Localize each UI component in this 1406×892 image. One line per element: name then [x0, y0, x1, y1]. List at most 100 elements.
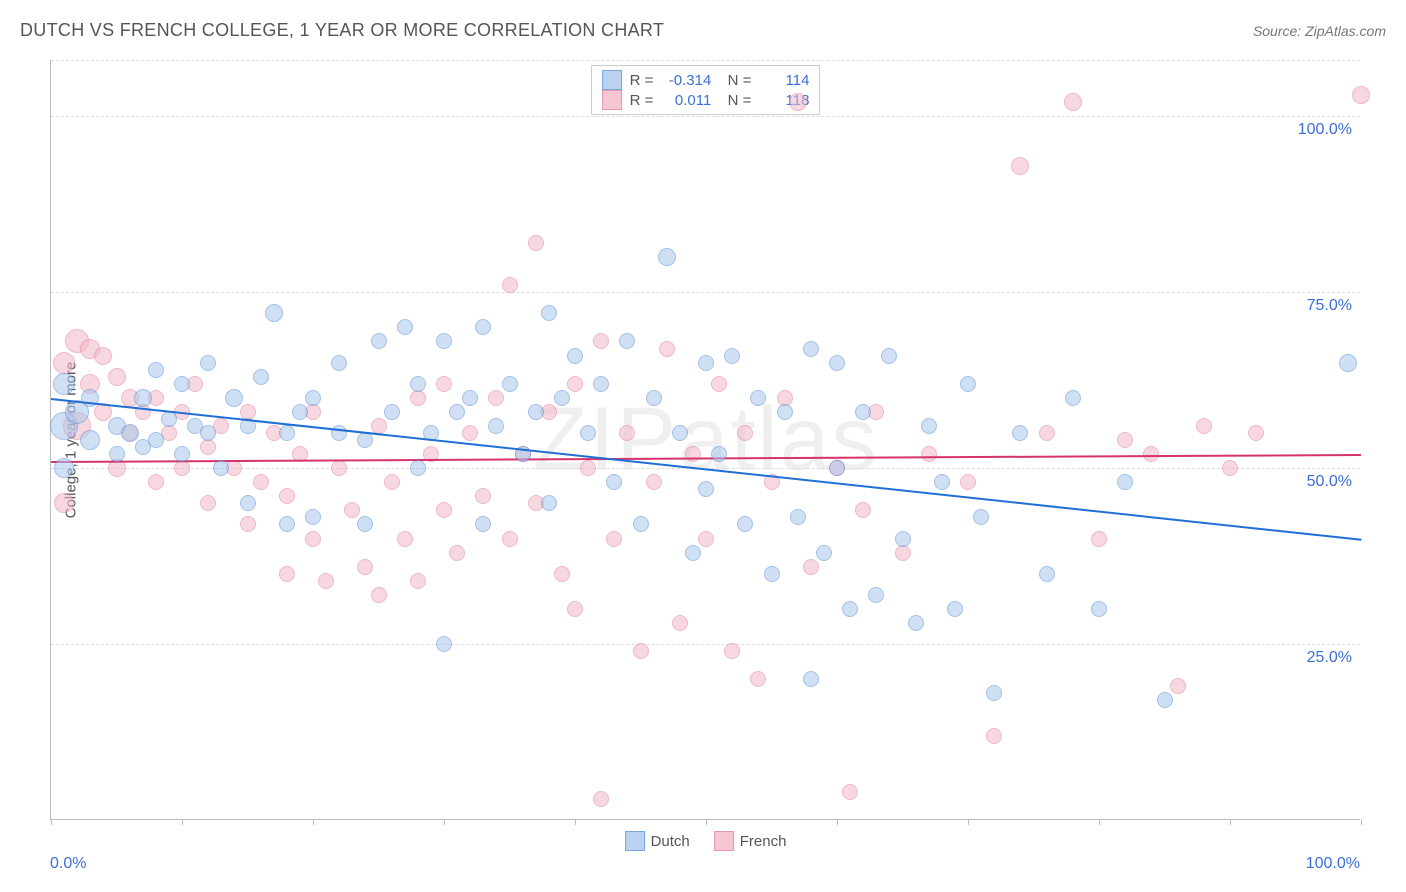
data-point-french[interactable] — [200, 495, 216, 511]
data-point-french[interactable] — [895, 545, 911, 561]
data-point-dutch[interactable] — [868, 587, 884, 603]
data-point-dutch[interactable] — [698, 481, 714, 497]
data-point-dutch[interactable] — [1157, 692, 1173, 708]
data-point-dutch[interactable] — [829, 355, 845, 371]
data-point-french[interactable] — [53, 352, 75, 374]
data-point-french[interactable] — [960, 474, 976, 490]
data-point-dutch[interactable] — [658, 248, 676, 266]
data-point-french[interactable] — [371, 587, 387, 603]
data-point-dutch[interactable] — [724, 348, 740, 364]
data-point-dutch[interactable] — [1065, 390, 1081, 406]
data-point-dutch[interactable] — [881, 348, 897, 364]
data-point-french[interactable] — [580, 460, 596, 476]
legend-item-french[interactable]: French — [714, 831, 787, 851]
data-point-french[interactable] — [200, 439, 216, 455]
data-point-dutch[interactable] — [502, 376, 518, 392]
data-point-dutch[interactable] — [567, 348, 583, 364]
data-point-dutch[interactable] — [750, 390, 766, 406]
data-point-french[interactable] — [1196, 418, 1212, 434]
data-point-french[interactable] — [921, 446, 937, 462]
data-point-dutch[interactable] — [436, 636, 452, 652]
data-point-french[interactable] — [488, 390, 504, 406]
data-point-dutch[interactable] — [253, 369, 269, 385]
data-point-french[interactable] — [986, 728, 1002, 744]
data-point-dutch[interactable] — [462, 390, 478, 406]
data-point-french[interactable] — [633, 643, 649, 659]
data-point-dutch[interactable] — [200, 425, 216, 441]
data-point-dutch[interactable] — [803, 341, 819, 357]
data-point-french[interactable] — [174, 460, 190, 476]
data-point-dutch[interactable] — [777, 404, 793, 420]
data-point-french[interactable] — [462, 425, 478, 441]
data-point-dutch[interactable] — [593, 376, 609, 392]
data-point-french[interactable] — [528, 235, 544, 251]
data-point-dutch[interactable] — [554, 390, 570, 406]
data-point-french[interactable] — [305, 531, 321, 547]
data-point-dutch[interactable] — [606, 474, 622, 490]
data-point-french[interactable] — [1064, 93, 1082, 111]
data-point-dutch[interactable] — [225, 389, 243, 407]
data-point-dutch[interactable] — [331, 425, 347, 441]
data-point-french[interactable] — [344, 502, 360, 518]
data-point-dutch[interactable] — [1012, 425, 1028, 441]
data-point-dutch[interactable] — [947, 601, 963, 617]
data-point-dutch[interactable] — [371, 333, 387, 349]
data-point-french[interactable] — [672, 615, 688, 631]
data-point-french[interactable] — [711, 376, 727, 392]
data-point-dutch[interactable] — [960, 376, 976, 392]
data-point-dutch[interactable] — [292, 404, 308, 420]
data-point-dutch[interactable] — [305, 509, 321, 525]
data-point-dutch[interactable] — [1339, 354, 1357, 372]
data-point-dutch[interactable] — [54, 458, 74, 478]
data-point-french[interactable] — [789, 93, 807, 111]
data-point-dutch[interactable] — [109, 446, 125, 462]
data-point-french[interactable] — [1170, 678, 1186, 694]
data-point-french[interactable] — [384, 474, 400, 490]
data-point-dutch[interactable] — [633, 516, 649, 532]
data-point-dutch[interactable] — [737, 516, 753, 532]
data-point-dutch[interactable] — [80, 430, 100, 450]
data-point-french[interactable] — [567, 601, 583, 617]
data-point-dutch[interactable] — [790, 509, 806, 525]
data-point-french[interactable] — [1117, 432, 1133, 448]
data-point-dutch[interactable] — [895, 531, 911, 547]
data-point-french[interactable] — [94, 347, 112, 365]
data-point-dutch[interactable] — [685, 545, 701, 561]
data-point-french[interactable] — [253, 474, 269, 490]
data-point-french[interactable] — [240, 516, 256, 532]
data-point-french[interactable] — [318, 573, 334, 589]
data-point-dutch[interactable] — [764, 566, 780, 582]
data-point-french[interactable] — [279, 566, 295, 582]
data-point-dutch[interactable] — [934, 474, 950, 490]
data-point-dutch[interactable] — [1039, 566, 1055, 582]
data-point-dutch[interactable] — [541, 305, 557, 321]
data-point-french[interactable] — [475, 488, 491, 504]
data-point-french[interactable] — [279, 488, 295, 504]
data-point-dutch[interactable] — [475, 319, 491, 335]
data-point-french[interactable] — [357, 559, 373, 575]
data-point-french[interactable] — [554, 566, 570, 582]
data-point-dutch[interactable] — [1091, 601, 1107, 617]
data-point-dutch[interactable] — [174, 446, 190, 462]
data-point-french[interactable] — [331, 460, 347, 476]
data-point-dutch[interactable] — [803, 671, 819, 687]
data-point-dutch[interactable] — [528, 404, 544, 420]
data-point-french[interactable] — [410, 573, 426, 589]
data-point-french[interactable] — [567, 376, 583, 392]
data-point-dutch[interactable] — [331, 355, 347, 371]
data-point-french[interactable] — [593, 333, 609, 349]
data-point-dutch[interactable] — [973, 509, 989, 525]
data-point-french[interactable] — [410, 390, 426, 406]
data-point-french[interactable] — [1011, 157, 1029, 175]
data-point-dutch[interactable] — [449, 404, 465, 420]
data-point-dutch[interactable] — [53, 373, 75, 395]
data-point-french[interactable] — [698, 531, 714, 547]
data-point-french[interactable] — [1039, 425, 1055, 441]
data-point-dutch[interactable] — [619, 333, 635, 349]
data-point-french[interactable] — [502, 277, 518, 293]
data-point-french[interactable] — [724, 643, 740, 659]
data-point-dutch[interactable] — [410, 460, 426, 476]
data-point-french[interactable] — [685, 446, 701, 462]
data-point-french[interactable] — [659, 341, 675, 357]
data-point-dutch[interactable] — [200, 355, 216, 371]
